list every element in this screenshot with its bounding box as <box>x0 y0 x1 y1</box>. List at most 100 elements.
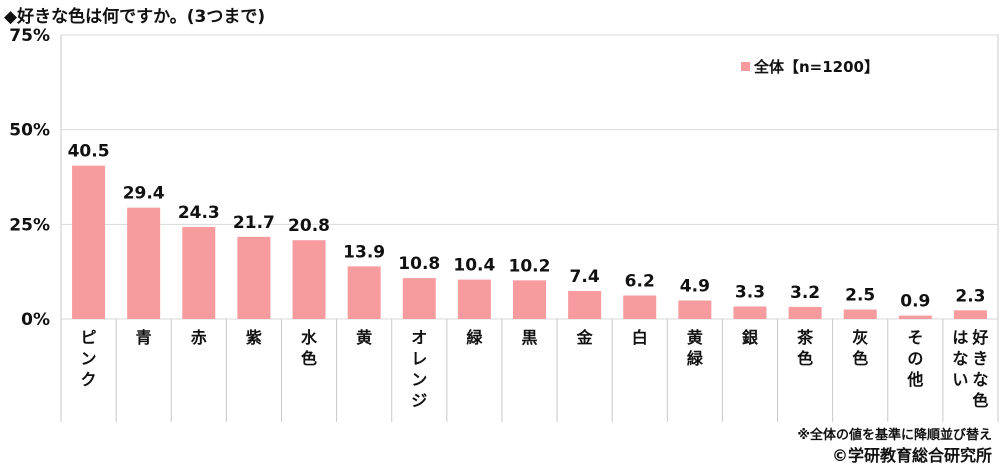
value-label: 7.4 <box>570 267 600 287</box>
legend-label: 全体【n=1200】 <box>753 58 879 76</box>
category-label-char: な <box>972 370 988 389</box>
category-label: 赤 <box>191 328 207 347</box>
category-label-char: 緑 <box>466 328 483 347</box>
category-label-char: 緑 <box>687 349 704 368</box>
bars <box>72 165 987 319</box>
bar <box>623 295 657 319</box>
category-label-char: 茶 <box>796 328 814 347</box>
category-label-char: 色 <box>301 349 317 368</box>
bar <box>733 306 767 319</box>
value-label: 0.9 <box>900 292 930 312</box>
category-label-char: ン <box>411 370 427 389</box>
legend: 全体【n=1200】 <box>741 58 879 76</box>
category-label-char: 金 <box>576 328 594 347</box>
bar <box>237 236 271 319</box>
category-label-char: ン <box>81 349 97 368</box>
bar <box>127 207 161 319</box>
category-label: 黄 <box>356 328 372 347</box>
bar <box>788 306 822 319</box>
bar <box>953 310 987 319</box>
value-label: 40.5 <box>68 142 110 162</box>
value-label: 20.8 <box>288 216 330 236</box>
category-label: 紫 <box>246 328 262 347</box>
bar <box>568 290 602 319</box>
value-label: 10.2 <box>509 256 551 276</box>
value-label: 29.4 <box>123 184 165 204</box>
y-tick-label: 25% <box>9 215 50 235</box>
copyright: ©学研教育総合研究所 <box>831 446 992 465</box>
bar <box>513 280 546 319</box>
category-label: 金 <box>576 328 594 347</box>
category-label-char: な <box>952 349 968 368</box>
category-label-char: 黄 <box>687 328 703 347</box>
category-label-char: ピ <box>81 328 97 347</box>
category-label-char: き <box>972 349 988 368</box>
category-label: ピンク <box>81 328 97 389</box>
value-label: 24.3 <box>178 203 220 223</box>
category-label-char: そ <box>907 328 923 347</box>
category-label-char: 紫 <box>246 328 262 347</box>
category-label: 黄緑 <box>687 328 704 368</box>
category-label: 緑 <box>466 328 483 347</box>
y-tick-label: 50% <box>9 121 50 141</box>
category-label-char: 水 <box>301 328 318 347</box>
value-label: 10.4 <box>453 256 495 276</box>
bar <box>843 309 877 319</box>
bar <box>457 279 491 319</box>
category-label-char: 色 <box>972 391 988 410</box>
category-label-char: ク <box>81 370 97 389</box>
category-label-char: 色 <box>797 349 813 368</box>
category-label: 灰色 <box>852 328 868 368</box>
value-label: 3.2 <box>790 283 820 303</box>
bar <box>678 300 712 319</box>
value-labels: 40.5 29.4 24.3 21.7 20.8 13.9 10.8 10.4 10.2 7.4 6… <box>68 142 986 312</box>
category-label-char: 銀 <box>742 328 758 347</box>
category-label: 白 <box>632 328 648 347</box>
category-label-char: 好 <box>971 328 988 347</box>
category-label-char: 白 <box>632 328 648 347</box>
value-label: 2.5 <box>845 286 875 306</box>
y-tick-label: 75% <box>9 26 50 46</box>
category-labels: ピンク青赤紫水色黄 オレンジ緑黒金白黄緑銀 茶色灰色その他好きな色はない <box>81 328 989 410</box>
legend-swatch <box>741 62 750 71</box>
category-label-char: 黄 <box>356 328 372 347</box>
category-label-char: レ <box>411 349 427 368</box>
value-label: 4.9 <box>680 276 710 296</box>
value-label: 10.8 <box>398 254 440 274</box>
category-label-char: 赤 <box>191 328 207 347</box>
category-label: その他 <box>906 328 923 389</box>
category-label-char: の <box>907 349 923 368</box>
category-label-char: 色 <box>852 349 868 368</box>
bar <box>182 226 216 319</box>
value-label: 6.2 <box>625 272 655 292</box>
y-tick-label: 0% <box>21 310 50 330</box>
chart-title: ◆好きな色は何ですか。(3つまで) <box>4 7 266 27</box>
footnote: ※全体の値を基準に降順並び替え <box>797 428 992 443</box>
category-label: 茶色 <box>796 328 814 368</box>
category-label: 好きな色 はない <box>952 328 988 410</box>
category-label-char: 他 <box>906 370 923 389</box>
category-label: 青 <box>136 328 152 347</box>
value-label: 13.9 <box>343 242 385 262</box>
bar <box>402 278 436 319</box>
category-label-char: 青 <box>136 328 152 347</box>
category-label-char: 灰 <box>852 328 868 347</box>
bar <box>898 315 932 319</box>
category-label-char: は <box>952 328 968 347</box>
category-label-char: い <box>952 370 968 389</box>
value-label: 21.7 <box>233 213 275 233</box>
category-label-char: ジ <box>411 391 427 410</box>
y-axis-ticks: 0% 25% 50% 75% <box>9 26 50 330</box>
value-label: 2.3 <box>955 286 985 306</box>
bar <box>72 165 106 319</box>
category-label: 水色 <box>301 328 318 368</box>
value-label: 3.3 <box>735 283 765 303</box>
category-label-char: オ <box>411 328 427 347</box>
category-label: 銀 <box>742 328 758 347</box>
bar <box>347 266 381 319</box>
category-label: 黒 <box>521 328 537 347</box>
category-label-char: 黒 <box>521 328 537 347</box>
grid-lines <box>60 34 999 422</box>
